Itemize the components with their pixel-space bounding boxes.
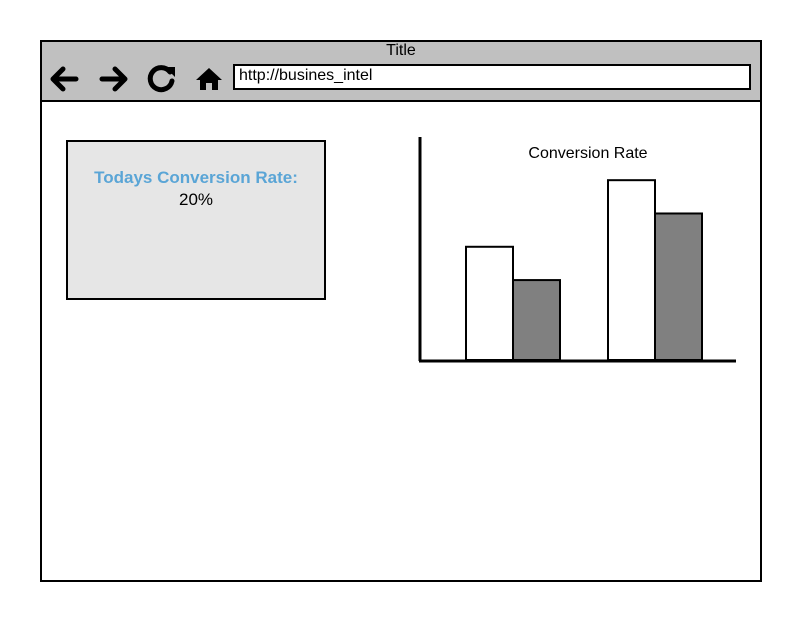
browser-window: Title http://busines_intel Todays Conve (40, 40, 762, 582)
conversion-rate-card: Todays Conversion Rate: 20% (66, 140, 326, 300)
bar-group1-series2 (512, 279, 561, 361)
bar-group2-series1 (607, 179, 656, 362)
chart-title: Conversion Rate (528, 145, 647, 162)
conversion-rate-label: Todays Conversion Rate: (94, 168, 298, 187)
address-bar[interactable]: http://busines_intel (233, 64, 751, 90)
conversion-rate-chart: Conversion Rate (418, 137, 736, 363)
browser-toolbar: Title http://busines_intel (42, 42, 760, 102)
back-button[interactable] (46, 62, 80, 96)
chart-bars (465, 179, 703, 362)
reload-icon (147, 65, 175, 93)
window-title: Title (386, 42, 416, 59)
forward-arrow-icon (99, 66, 128, 92)
back-arrow-icon (50, 66, 79, 92)
home-button[interactable] (192, 62, 226, 96)
bar-group1-series1 (465, 245, 514, 361)
bar-group2-series2 (654, 212, 703, 362)
home-icon (196, 68, 222, 90)
reload-button[interactable] (144, 62, 178, 96)
forward-button[interactable] (98, 62, 132, 96)
conversion-rate-value: 20% (178, 190, 214, 209)
